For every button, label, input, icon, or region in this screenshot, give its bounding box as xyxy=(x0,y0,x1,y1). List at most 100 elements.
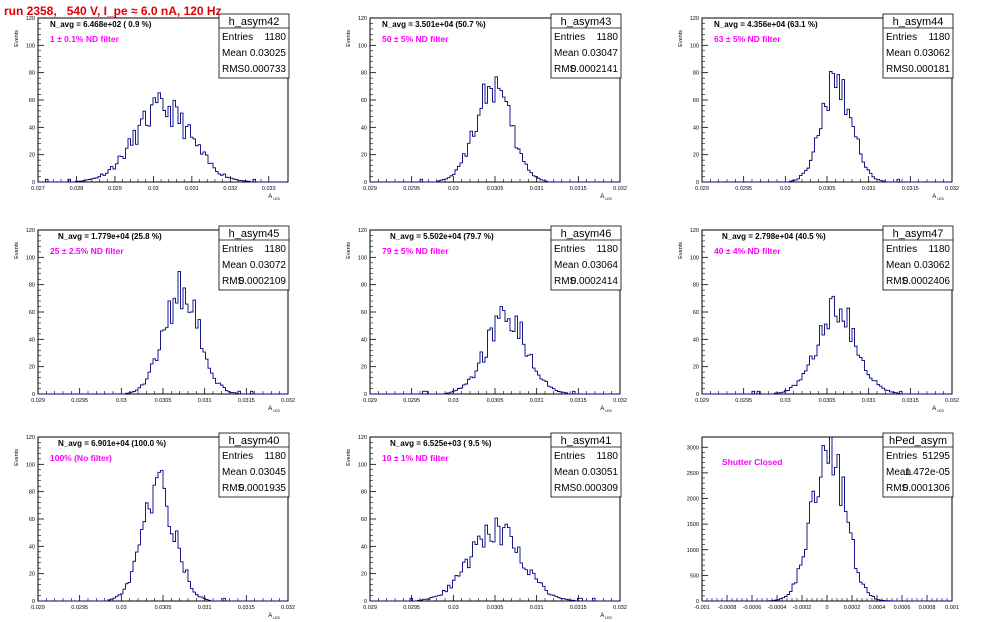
x-axis-subscript: LED xyxy=(936,409,944,413)
stat-label: Entries xyxy=(554,32,585,43)
stat-value: 0.000733 xyxy=(244,64,286,75)
stat-label: RMS xyxy=(554,483,577,494)
y-tick-label: 60 xyxy=(693,310,699,316)
y-tick-label: 80 xyxy=(693,283,699,289)
x-tick-label: 0.03 xyxy=(116,398,127,404)
x-tick-label: 0.03 xyxy=(148,186,159,192)
y-tick-label: 0 xyxy=(32,599,35,605)
x-tick-label: 0.001 xyxy=(945,605,959,611)
x-axis-label: A LED xyxy=(268,613,280,620)
y-tick-label: 40 xyxy=(693,125,699,131)
stat-value: 51295 xyxy=(922,451,950,462)
y-tick-label: 20 xyxy=(361,153,367,159)
x-tick-label: 0.029 xyxy=(363,605,377,611)
stat-value: 0.03062 xyxy=(914,260,951,271)
y-tick-label: 20 xyxy=(361,572,367,578)
run-title: run 2358, 540 V, I_pe ≈ 6.0 nA, 120 Hz xyxy=(4,4,222,18)
y-tick-label: 2500 xyxy=(687,471,699,477)
histogram-panel: 0 20 40 60 80 100 120 0.029 0.0295 0.03 0.0305 0.03… xyxy=(346,432,627,620)
x-axis-label: A LED xyxy=(600,406,612,413)
x-tick-label: 0.031 xyxy=(198,398,212,404)
x-tick-label: -0.0008 xyxy=(718,605,737,611)
x-tick-label: 0.0315 xyxy=(238,398,255,404)
stat-label: RMS xyxy=(886,64,909,75)
y-tick-label: 0 xyxy=(32,180,35,186)
histogram-panel: 0 20 40 60 80 100 120 0.029 0.0295 0.03 0.0305 0.03… xyxy=(14,225,295,413)
x-tick-label: 0.03 xyxy=(116,605,127,611)
y-tick-label: 20 xyxy=(29,153,35,159)
x-tick-label: 0.03 xyxy=(448,605,459,611)
filter-annotation: 100% (No filter) xyxy=(50,453,112,463)
x-tick-label: 0.031 xyxy=(862,186,876,192)
x-tick-label: -0.001 xyxy=(694,605,710,611)
x-axis-label: A LED xyxy=(932,194,944,201)
stat-label: Mean xyxy=(222,260,247,271)
stat-label: RMS xyxy=(886,483,909,494)
x-tick-label: 0.03 xyxy=(448,398,459,404)
stat-label: Mean xyxy=(222,48,247,59)
x-tick-label: 0.0305 xyxy=(487,186,504,192)
y-axis-label: Events xyxy=(678,242,684,259)
y-axis-label: Events xyxy=(678,30,684,47)
histogram-name: h_asym43 xyxy=(561,16,612,28)
histogram-series xyxy=(38,470,288,602)
y-tick-label: 60 xyxy=(361,310,367,316)
x-tick-label: 0.0006 xyxy=(894,605,911,611)
y-tick-label: 60 xyxy=(361,517,367,523)
y-tick-label: 20 xyxy=(29,572,35,578)
stat-label: RMS xyxy=(554,276,577,287)
y-tick-label: 120 xyxy=(26,228,35,234)
stat-label: Entries xyxy=(886,244,917,255)
y-tick-label: 100 xyxy=(358,255,367,261)
filter-annotation: 50 ± 5% ND filter xyxy=(382,34,449,44)
histogram-name: h_asym46 xyxy=(561,228,612,240)
stat-value: 0.000309 xyxy=(576,483,618,494)
x-tick-label: 0.03 xyxy=(448,186,459,192)
y-tick-label: 100 xyxy=(26,43,35,49)
stat-value: 0.000181 xyxy=(908,64,950,75)
x-tick-label: 0.0295 xyxy=(71,398,88,404)
y-tick-label: 0 xyxy=(696,392,699,398)
stats-box xyxy=(550,13,622,79)
x-tick-label: 0.0002 xyxy=(844,605,861,611)
stat-value: 0.03072 xyxy=(250,260,287,271)
stats-box xyxy=(882,225,954,291)
y-tick-label: 60 xyxy=(29,98,35,104)
stats-box xyxy=(218,432,290,498)
stat-value: 1180 xyxy=(596,244,618,255)
x-tick-label: -0.0002 xyxy=(793,605,812,611)
x-axis-subscript: LED xyxy=(272,197,280,201)
x-tick-label: 0.0305 xyxy=(819,398,836,404)
x-tick-label: 0.032 xyxy=(945,398,959,404)
stat-label: Entries xyxy=(886,451,917,462)
stat-value: 1180 xyxy=(264,244,286,255)
n-avg-label: N_avg = 6.901e+04 (100.0 %) xyxy=(58,439,166,448)
y-tick-label: 40 xyxy=(361,337,367,343)
x-tick-label: 0.032 xyxy=(223,186,237,192)
x-tick-label: 0.031 xyxy=(198,605,212,611)
histogram-name: h_asym42 xyxy=(229,16,280,28)
x-tick-label: 0.0315 xyxy=(570,186,587,192)
y-tick-label: 20 xyxy=(29,365,35,371)
x-tick-label: 0 xyxy=(825,605,828,611)
histogram-panel: 0 20 40 60 80 100 120 0.029 0.0295 0.03 0.0305 0.03… xyxy=(678,225,959,413)
stat-label: Entries xyxy=(554,244,585,255)
x-tick-label: 0.0295 xyxy=(403,186,420,192)
stat-label: Entries xyxy=(886,32,917,43)
filter-annotation: 25 ± 2.5% ND filter xyxy=(50,246,124,256)
y-tick-label: 80 xyxy=(29,71,35,77)
n-avg-label: N_avg = 2.798e+04 (40.5 %) xyxy=(722,232,826,241)
histogram-name: h_asym47 xyxy=(893,228,944,240)
x-tick-label: 0.032 xyxy=(281,605,295,611)
x-tick-label: 0.029 xyxy=(31,398,45,404)
y-tick-label: 120 xyxy=(358,228,367,234)
y-tick-label: 2000 xyxy=(687,497,699,503)
x-axis-label: A LED xyxy=(600,194,612,201)
stat-value: 1180 xyxy=(264,451,286,462)
stat-label: Entries xyxy=(554,451,585,462)
x-tick-label: 0.029 xyxy=(108,186,122,192)
y-tick-label: 60 xyxy=(361,98,367,104)
stat-label: RMS xyxy=(222,483,245,494)
histogram-name: h_asym41 xyxy=(561,435,612,447)
